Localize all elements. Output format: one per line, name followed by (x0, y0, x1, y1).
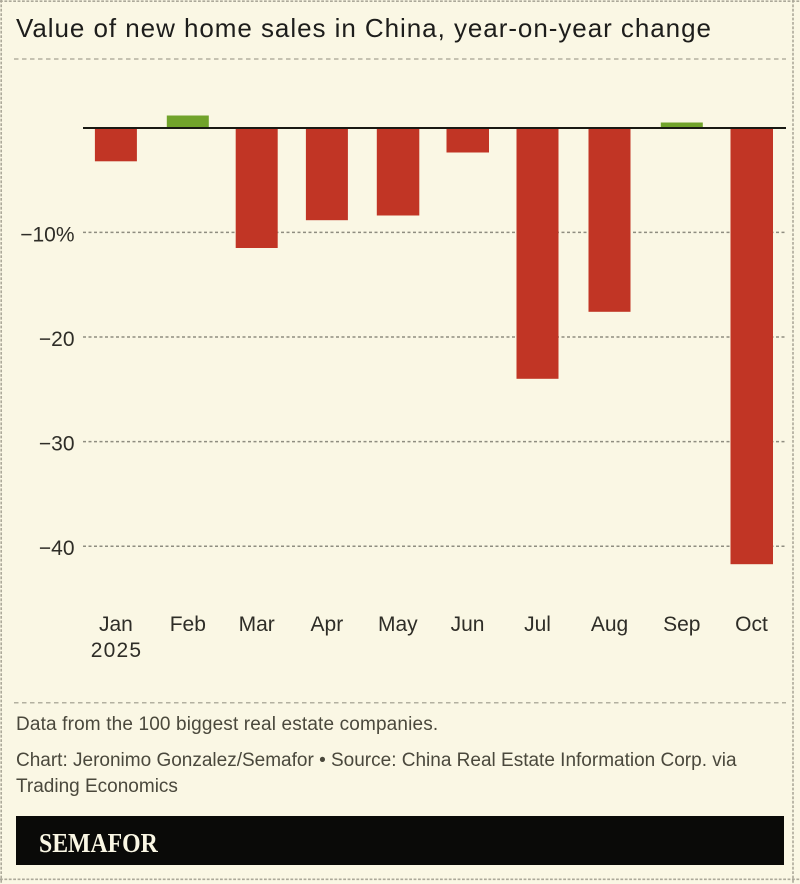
svg-text:May: May (378, 613, 418, 636)
svg-text:Apr: Apr (311, 613, 344, 636)
svg-text:Jul: Jul (524, 613, 551, 636)
svg-text:−40: −40 (39, 537, 75, 560)
svg-text:Feb: Feb (170, 613, 206, 636)
svg-text:−20: −20 (39, 328, 75, 351)
svg-text:Mar: Mar (239, 613, 275, 636)
svg-text:2025: 2025 (91, 639, 143, 662)
svg-text:Sep: Sep (663, 613, 700, 636)
svg-text:−30: −30 (39, 432, 75, 455)
svg-text:Jun: Jun (451, 613, 485, 636)
svg-text:Oct: Oct (735, 613, 768, 636)
svg-text:Aug: Aug (591, 613, 628, 636)
svg-text:Jan: Jan (99, 613, 133, 636)
svg-text:−10%: −10% (20, 223, 74, 246)
